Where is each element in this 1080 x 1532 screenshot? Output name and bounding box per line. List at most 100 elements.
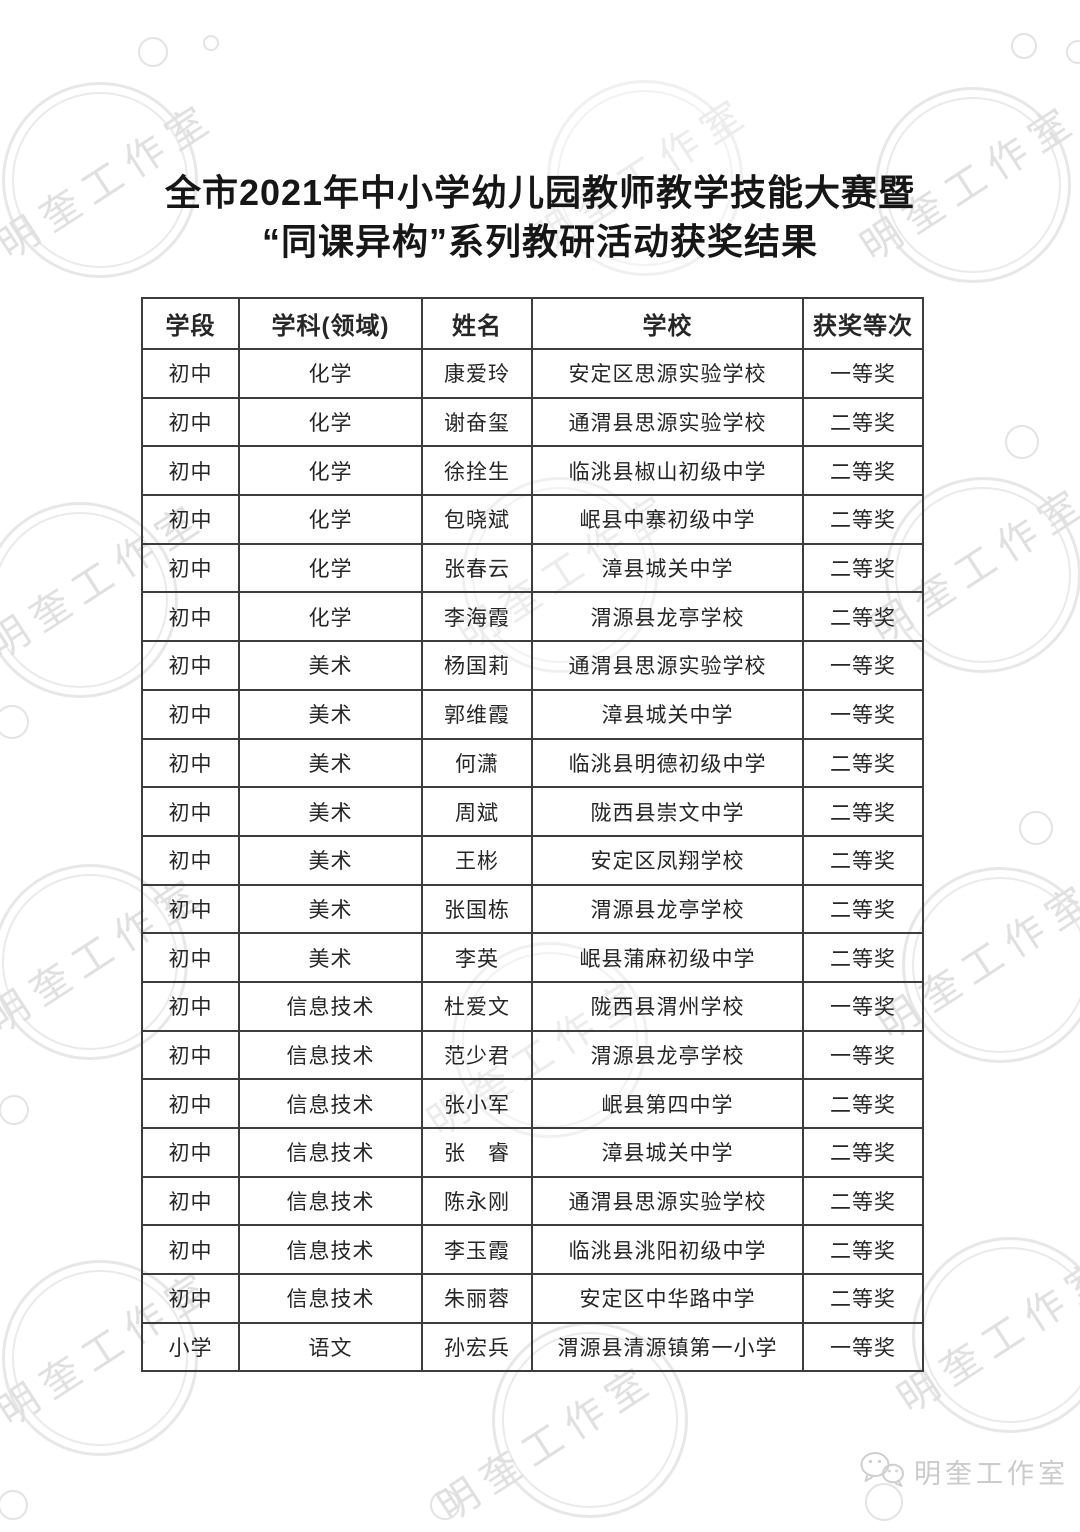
table-cell: 陇西县渭州学校	[531, 980, 804, 1032]
table-cell: 初中	[141, 640, 240, 691]
table-cell: 初中	[141, 1175, 240, 1227]
table-cell: 二等奖	[802, 932, 924, 983]
table-cell: 美术	[238, 932, 423, 983]
wechat-icon	[858, 1450, 906, 1492]
table-cell: 初中	[141, 688, 240, 740]
table-row: 初中 信息技术 李玉霞 临洮县洮阳初级中学 二等奖	[141, 1224, 924, 1276]
table-row: 初中 化学 包晓斌 岷县中寨初级中学 二等奖	[141, 494, 924, 545]
table-cell: 渭源县龙亭学校	[531, 1029, 804, 1081]
page-title-line2: “同课异构”系列教研活动获奖结果	[261, 221, 818, 262]
table-cell: 徐拴生	[421, 445, 533, 497]
table-cell: 初中	[141, 737, 240, 789]
table-cell: 范少君	[421, 1029, 533, 1081]
table-cell: 一等奖	[802, 348, 924, 399]
header-subject: 学科(领域)	[238, 297, 423, 350]
table-row: 初中 化学 康爱玲 安定区思源实验学校 一等奖	[141, 348, 924, 399]
watermark-small-circle	[0, 1095, 29, 1125]
watermark-circle	[902, 867, 1080, 1063]
table-cell: 小学	[141, 1321, 240, 1373]
table-cell: 杜爱文	[421, 980, 533, 1032]
table-cell: 通渭县思源实验学校	[531, 640, 804, 691]
table-cell: 通渭县思源实验学校	[531, 1175, 804, 1227]
table-row: 初中 美术 李英 岷县蒲麻初级中学 二等奖	[141, 932, 924, 983]
table-cell: 张 睿	[421, 1127, 533, 1178]
table-cell: 陈永刚	[421, 1175, 533, 1227]
table-cell: 信息技术	[238, 980, 423, 1032]
table-cell: 化学	[238, 494, 423, 545]
table-cell: 二等奖	[802, 445, 924, 497]
page-title: 全市2021年中小学幼儿园教师教学技能大赛暨 “同课异构”系列教研活动获奖结果	[0, 168, 1080, 266]
watermark-small-circle	[1019, 811, 1053, 845]
table-row: 初中 信息技术 杜爱文 陇西县渭州学校 一等奖	[141, 980, 924, 1032]
table-row: 初中 信息技术 朱丽蓉 安定区中华路中学 二等奖	[141, 1273, 924, 1324]
table-cell: 康爱玲	[421, 348, 533, 399]
table-cell: 漳县城关中学	[531, 542, 804, 594]
table-cell: 渭源县清源镇第一小学	[531, 1321, 804, 1373]
table-cell: 化学	[238, 348, 423, 399]
table-cell: 初中	[141, 980, 240, 1032]
table-cell: 初中	[141, 786, 240, 837]
table-cell: 化学	[238, 591, 423, 643]
table-cell: 初中	[141, 348, 240, 399]
watermark-small-circle	[138, 37, 168, 67]
table-cell: 化学	[238, 542, 423, 594]
table-cell: 信息技术	[238, 1224, 423, 1276]
table-cell: 初中	[141, 1127, 240, 1178]
table-cell: 初中	[141, 1224, 240, 1276]
table-cell: 美术	[238, 640, 423, 691]
table-cell: 临洮县洮阳初级中学	[531, 1224, 804, 1276]
table-cell: 一等奖	[802, 980, 924, 1032]
page-title-line1: 全市2021年中小学幼儿园教师教学技能大赛暨	[164, 172, 916, 213]
table-cell: 李海霞	[421, 591, 533, 643]
watermark-small-circle	[1011, 33, 1037, 59]
table-cell: 初中	[141, 883, 240, 935]
watermark-text: 明奎工作室	[430, 1356, 664, 1530]
table-cell: 渭源县龙亭学校	[531, 883, 804, 935]
table-cell: 美术	[238, 883, 423, 935]
table-cell: 周斌	[421, 786, 533, 837]
header-stage: 学段	[141, 297, 240, 350]
table-cell: 二等奖	[802, 1127, 924, 1178]
table-cell: 初中	[141, 494, 240, 545]
table-cell: 信息技术	[238, 1127, 423, 1178]
table-cell: 张小军	[421, 1078, 533, 1129]
table-row: 小学 语文 孙宏兵 渭源县清源镇第一小学 一等奖	[141, 1321, 924, 1373]
table-cell: 谢奋玺	[421, 396, 533, 448]
table-row: 初中 信息技术张 睿漳县城关中学 二等奖	[141, 1127, 924, 1178]
table-cell: 信息技术	[238, 1273, 423, 1324]
table-cell: 一等奖	[802, 640, 924, 691]
table-row: 初中 美术 张国栋 渭源县龙亭学校 二等奖	[141, 883, 924, 935]
table-cell: 渭源县龙亭学校	[531, 591, 804, 643]
table-header-row: 学段 学科(领域) 姓名 学校 获奖等次	[141, 297, 924, 350]
brand-name: 明奎工作室	[914, 1458, 1069, 1489]
table-cell: 美术	[238, 834, 423, 886]
table-cell: 美术	[238, 786, 423, 837]
watermark-small-circle	[1005, 425, 1039, 459]
header-award: 获奖等次	[802, 297, 924, 350]
table-cell: 信息技术	[238, 1078, 423, 1129]
table-cell: 二等奖	[802, 591, 924, 643]
table-row: 初中 化学 李海霞 渭源县龙亭学校 二等奖	[141, 591, 924, 643]
table-cell: 语文	[238, 1321, 423, 1373]
table-cell: 临洮县明德初级中学	[531, 737, 804, 789]
watermark-circle	[912, 1237, 1080, 1433]
table-cell: 二等奖	[802, 883, 924, 935]
table-row: 初中 美术 杨国莉 通渭县思源实验学校 一等奖	[141, 640, 924, 691]
table-cell: 初中	[141, 1029, 240, 1081]
table-row: 初中 信息技术 张小军 岷县第四中学 二等奖	[141, 1078, 924, 1129]
table-cell: 初中	[141, 445, 240, 497]
table-cell: 初中	[141, 932, 240, 983]
table-cell: 岷县中寨初级中学	[531, 494, 804, 545]
table-cell: 二等奖	[802, 1175, 924, 1227]
watermark-small-circle	[0, 1490, 28, 1520]
table-cell: 初中	[141, 396, 240, 448]
table-cell: 安定区思源实验学校	[531, 348, 804, 399]
awards-table: 学段 学科(领域) 姓名 学校 获奖等次 初中 化学 康爱玲 安定区思源实验学校 一等奖…	[141, 297, 924, 1373]
table-cell: 二等奖	[802, 1273, 924, 1324]
table-cell: 安定区凤翔学校	[531, 834, 804, 886]
table-cell: 化学	[238, 445, 423, 497]
table-cell: 一等奖	[802, 1029, 924, 1081]
table-cell: 郭维霞	[421, 688, 533, 740]
watermark-small-circle	[430, 1490, 460, 1520]
table-cell: 化学	[238, 396, 423, 448]
